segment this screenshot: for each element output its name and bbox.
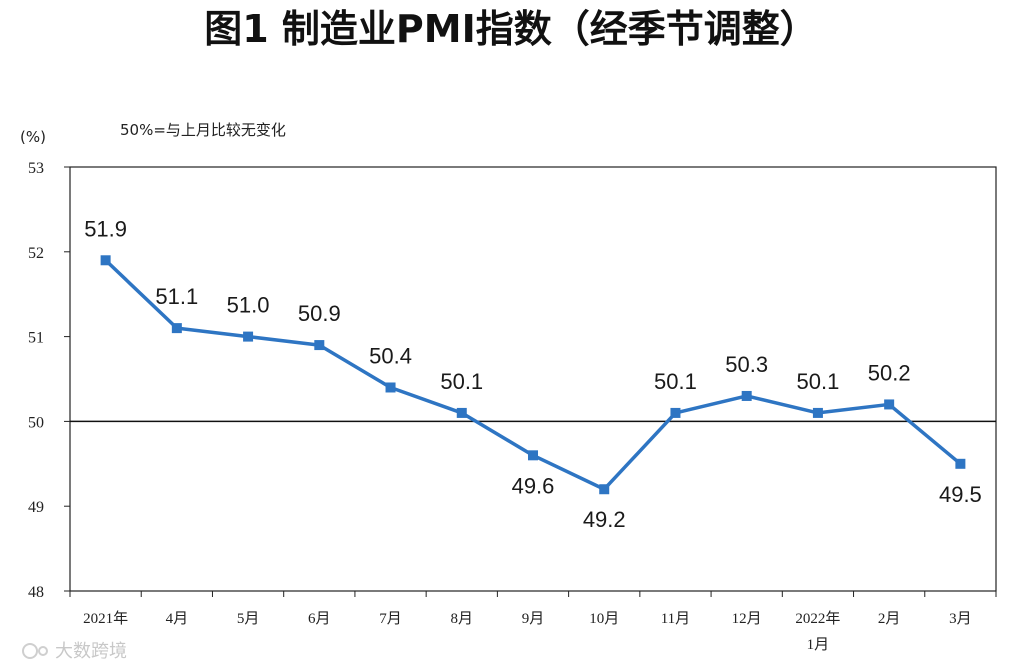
- data-label: 49.6: [512, 473, 555, 498]
- x-axis: 2021年 4月 5月 6月 7月 8月 9月 10月 11月 12月 2022年 1月 2月 3月: [69, 591, 997, 653]
- watermark-logo-icon: [22, 643, 38, 659]
- y-axis: 48 49 50 51 52 53: [28, 160, 70, 601]
- y-tick-label: 49: [28, 499, 44, 516]
- x-tick-label: 4月: [166, 611, 189, 627]
- y-tick-label: 48: [28, 584, 44, 601]
- data-point-marker: [243, 331, 254, 342]
- data-label: 50.4: [369, 343, 412, 368]
- data-label: 49.5: [939, 482, 982, 507]
- x-tick-label: 2022年 1月: [795, 610, 840, 653]
- data-label: 50.3: [725, 352, 768, 377]
- x-tick-label: 10月: [589, 611, 619, 627]
- x-tick-label: 9月: [522, 611, 545, 627]
- x-tick-label: 5月: [237, 611, 260, 627]
- watermark-text: 大数跨境: [55, 641, 127, 662]
- data-point-marker: [955, 458, 966, 469]
- data-point-marker: [812, 407, 823, 418]
- data-point-marker: [171, 323, 182, 334]
- data-point-marker: [670, 407, 681, 418]
- data-point-marker: [456, 407, 467, 418]
- plot-frame: [69, 166, 997, 592]
- x-tick-label: 12月: [732, 611, 762, 627]
- data-point-marker: [314, 340, 325, 351]
- data-point-marker: [100, 255, 111, 266]
- y-tick-label: 53: [28, 160, 44, 177]
- data-point-marker: [884, 399, 895, 410]
- data-labels: 51.9 51.1 51.0 50.9 50.4 50.1 49.6 49.2 50.1 50.3…: [84, 216, 982, 532]
- data-point-marker: [741, 390, 752, 401]
- watermark: 大数跨境: [22, 641, 127, 662]
- y-tick-label: 51: [28, 330, 44, 347]
- reference-note: 50%=与上月比较无变化: [120, 121, 286, 139]
- x-tick-label: 8月: [451, 611, 474, 627]
- data-label: 50.1: [797, 369, 840, 394]
- watermark-logo-dot-icon: [38, 646, 48, 656]
- data-markers: [100, 255, 966, 495]
- data-label: 51.0: [227, 293, 270, 318]
- data-label: 49.2: [583, 507, 626, 532]
- data-point-marker: [528, 450, 538, 461]
- x-tick-label: 7月: [379, 611, 402, 627]
- chart-title: 图1 制造业PMI指数（经季节调整）: [204, 7, 817, 51]
- data-label: 50.1: [654, 369, 697, 394]
- x-tick-label: 3月: [949, 611, 972, 627]
- x-tick-label: 11月: [661, 611, 690, 627]
- y-tick-label: 52: [28, 245, 44, 262]
- data-label: 50.2: [868, 360, 911, 385]
- x-tick-label: 2月: [878, 611, 901, 627]
- y-axis-unit: (%): [20, 128, 46, 146]
- x-tick-label: 6月: [308, 611, 331, 627]
- data-point-marker: [599, 484, 610, 495]
- x-tick-label: 2021年: [83, 610, 128, 627]
- data-point-marker: [385, 382, 396, 393]
- data-label: 51.9: [84, 216, 127, 241]
- y-tick-label: 50: [28, 414, 44, 431]
- data-label: 50.9: [298, 301, 341, 326]
- data-label: 50.1: [440, 369, 483, 394]
- data-label: 51.1: [155, 284, 198, 309]
